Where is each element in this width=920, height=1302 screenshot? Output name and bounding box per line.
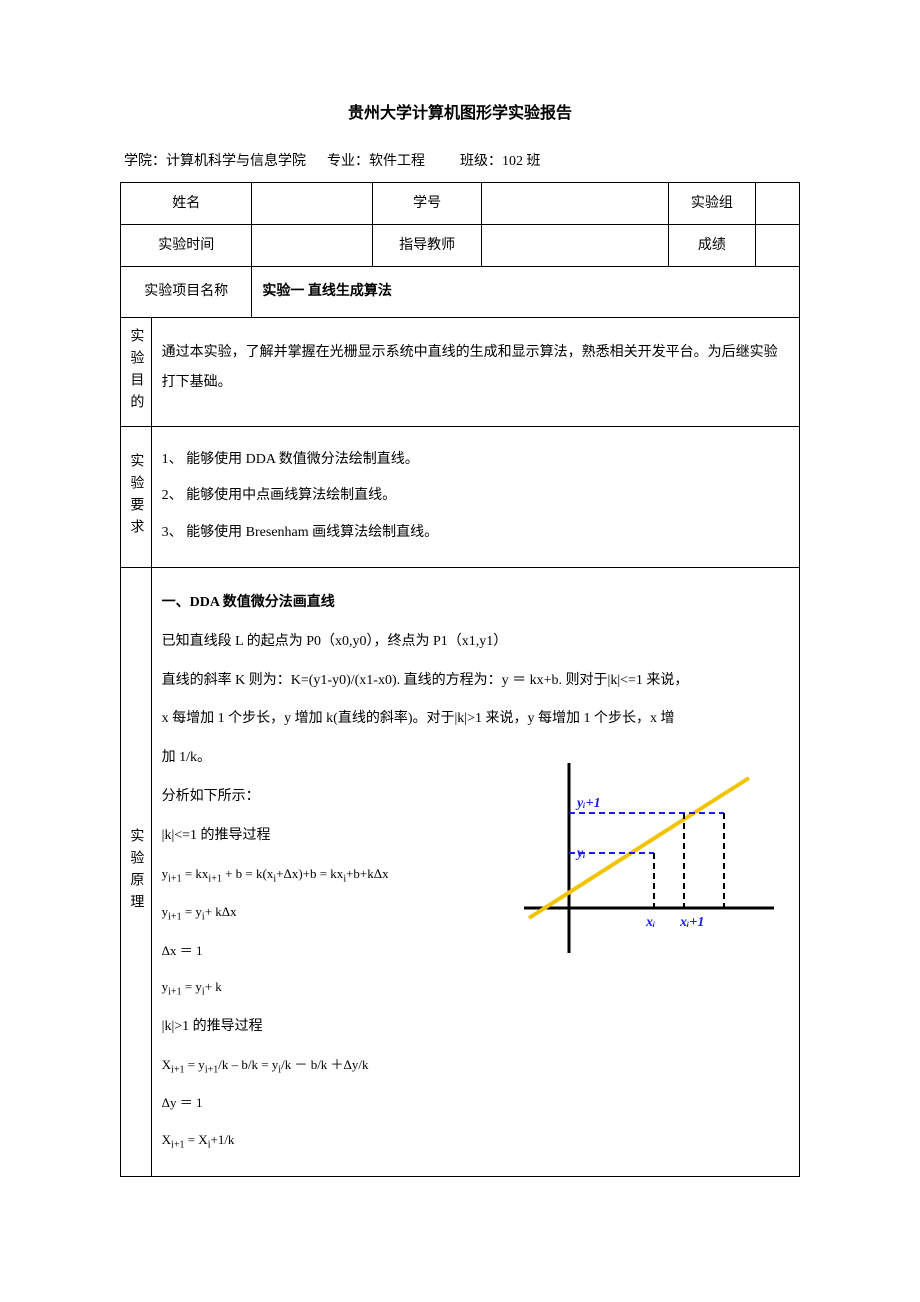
college-value: 计算机科学与信息学院 (166, 149, 306, 174)
group-value (756, 182, 800, 224)
name-label: 姓名 (121, 182, 252, 224)
class-value: 102 班 (502, 149, 541, 174)
major-label: 专业： (327, 149, 369, 174)
table-row: 实验要求 1、 能够使用 DDA 数值微分法绘制直线。 2、 能够使用中点画线算… (121, 426, 800, 567)
id-value (482, 182, 668, 224)
principle-p7: |k|>1 的推导过程 (162, 1012, 789, 1043)
svg-text:xᵢ+1: xᵢ+1 (679, 915, 704, 930)
list-item: 3、 能够使用 Bresenham 画线算法绘制直线。 (162, 518, 789, 549)
principle-cell: 一、DDA 数值微分法画直线 已知直线段 L 的起点为 P0（x0,y0），终点… (151, 567, 799, 1177)
report-title: 贵州大学计算机图形学实验报告 (120, 100, 800, 129)
grade-label: 成绩 (668, 225, 756, 267)
formula-6: Δy ＝ 1 (162, 1089, 789, 1118)
purpose-label: 实验目的 (121, 317, 152, 426)
formula-5: Xi+1 = yi+1/k – b/k = yi/k － b/k ＋Δy/k (162, 1051, 789, 1082)
principle-heading: 一、DDA 数值微分法画直线 (162, 588, 789, 619)
formula-4: yi+1 = yi+ k (162, 973, 789, 1004)
teacher-label: 指导教师 (372, 225, 482, 267)
dda-diagram: yᵢ+1 yᵢ xᵢ xᵢ+1 (519, 758, 779, 958)
svg-text:xᵢ: xᵢ (645, 915, 655, 930)
name-value (252, 182, 372, 224)
svg-text:yᵢ: yᵢ (575, 846, 586, 861)
major-value: 软件工程 (369, 149, 425, 174)
id-label: 学号 (372, 182, 482, 224)
table-row: 实验目的 通过本实验，了解并掌握在光栅显示系统中直线的生成和显示算法，熟悉相关开… (121, 317, 800, 426)
report-table: 姓名 学号 实验组 实验时间 指导教师 成绩 实验项目名称 实验一 直线生成算法… (120, 182, 800, 1177)
purpose-text: 通过本实验，了解并掌握在光栅显示系统中直线的生成和显示算法，熟悉相关开发平台。为… (162, 338, 789, 400)
time-label: 实验时间 (121, 225, 252, 267)
project-label: 实验项目名称 (121, 267, 252, 317)
requirements-cell: 1、 能够使用 DDA 数值微分法绘制直线。 2、 能够使用中点画线算法绘制直线… (151, 426, 799, 567)
principle-p2: 直线的斜率 K 则为：K=(y1-y0)/(x1-x0). 直线的方程为：y ＝… (162, 666, 789, 697)
table-row: 实验项目名称 实验一 直线生成算法 (121, 267, 800, 317)
principle-p1: 已知直线段 L 的起点为 P0（x0,y0），终点为 P1（x1,y1） (162, 627, 789, 658)
table-row: 实验原理 一、DDA 数值微分法画直线 已知直线段 L 的起点为 P0（x0,y… (121, 567, 800, 1177)
purpose-cell: 通过本实验，了解并掌握在光栅显示系统中直线的生成和显示算法，熟悉相关开发平台。为… (151, 317, 799, 426)
project-value: 实验一 直线生成算法 (252, 267, 800, 317)
college-label: 学院： (124, 149, 166, 174)
time-value (252, 225, 372, 267)
list-item: 1、 能够使用 DDA 数值微分法绘制直线。 (162, 445, 789, 476)
teacher-value (482, 225, 668, 267)
table-row: 实验时间 指导教师 成绩 (121, 225, 800, 267)
class-label: 班级： (460, 149, 502, 174)
principle-label: 实验原理 (121, 567, 152, 1177)
grade-value (756, 225, 800, 267)
meta-line: 学院：计算机科学与信息学院 专业：软件工程 班级：102 班 (120, 149, 800, 174)
principle-p3: x 每增加 1 个步长，y 增加 k(直线的斜率)。对于|k|>1 来说，y 每… (162, 704, 789, 735)
svg-text:yᵢ+1: yᵢ+1 (575, 796, 601, 811)
formula-7: Xi+1 = Xi+1/k (162, 1126, 789, 1157)
list-item: 2、 能够使用中点画线算法绘制直线。 (162, 481, 789, 512)
group-label: 实验组 (668, 182, 756, 224)
table-row: 姓名 学号 实验组 (121, 182, 800, 224)
requirements-label: 实验要求 (121, 426, 152, 567)
